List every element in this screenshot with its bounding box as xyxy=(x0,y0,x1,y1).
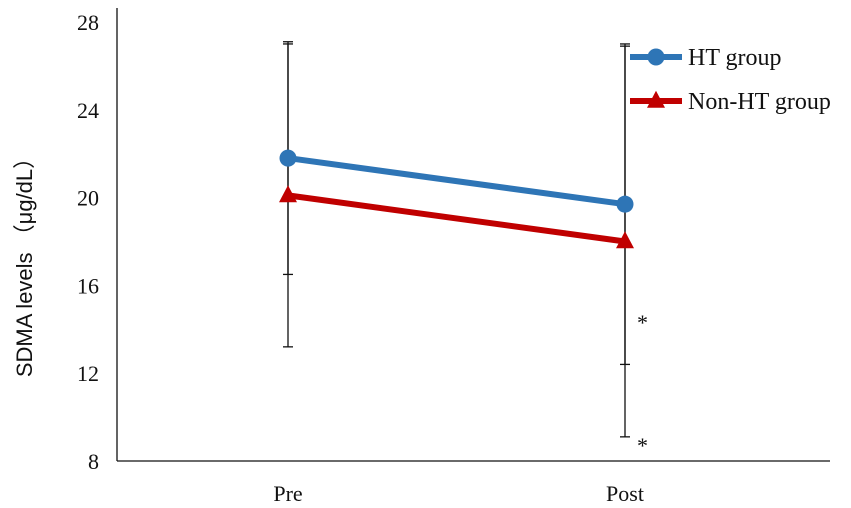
series-markers xyxy=(279,149,634,249)
y-tick-label: 16 xyxy=(77,273,99,298)
significance-marker: * xyxy=(637,310,648,335)
x-tick-label: Pre xyxy=(273,481,302,506)
series-line xyxy=(287,155,626,208)
data-point xyxy=(279,149,297,167)
series-lines xyxy=(287,155,626,245)
series-line xyxy=(287,192,626,245)
annotations: ** xyxy=(637,310,648,458)
y-axis-title: SDMA levels （μg/dL） xyxy=(12,147,37,377)
legend-label: HT group xyxy=(688,45,782,71)
significance-marker: * xyxy=(637,433,648,458)
axes: 8 12 16 20 24 28 Pre Post xyxy=(77,8,830,506)
y-tick-label: 24 xyxy=(77,98,99,123)
legend-label: Non-HT group xyxy=(688,89,831,115)
legend-swatch-marker xyxy=(647,48,665,66)
x-tick-label: Post xyxy=(606,481,644,506)
y-tick-label: 12 xyxy=(77,361,99,386)
y-tick-label: 8 xyxy=(88,449,99,474)
y-tick-label: 20 xyxy=(77,186,99,211)
data-point xyxy=(279,185,297,203)
legend-swatch-marker xyxy=(647,90,665,108)
data-point xyxy=(616,195,634,213)
y-tick-label: 28 xyxy=(77,10,99,35)
error-bars xyxy=(283,41,630,438)
legend: HT group Non-HT group xyxy=(630,45,831,115)
data-point xyxy=(616,231,634,249)
